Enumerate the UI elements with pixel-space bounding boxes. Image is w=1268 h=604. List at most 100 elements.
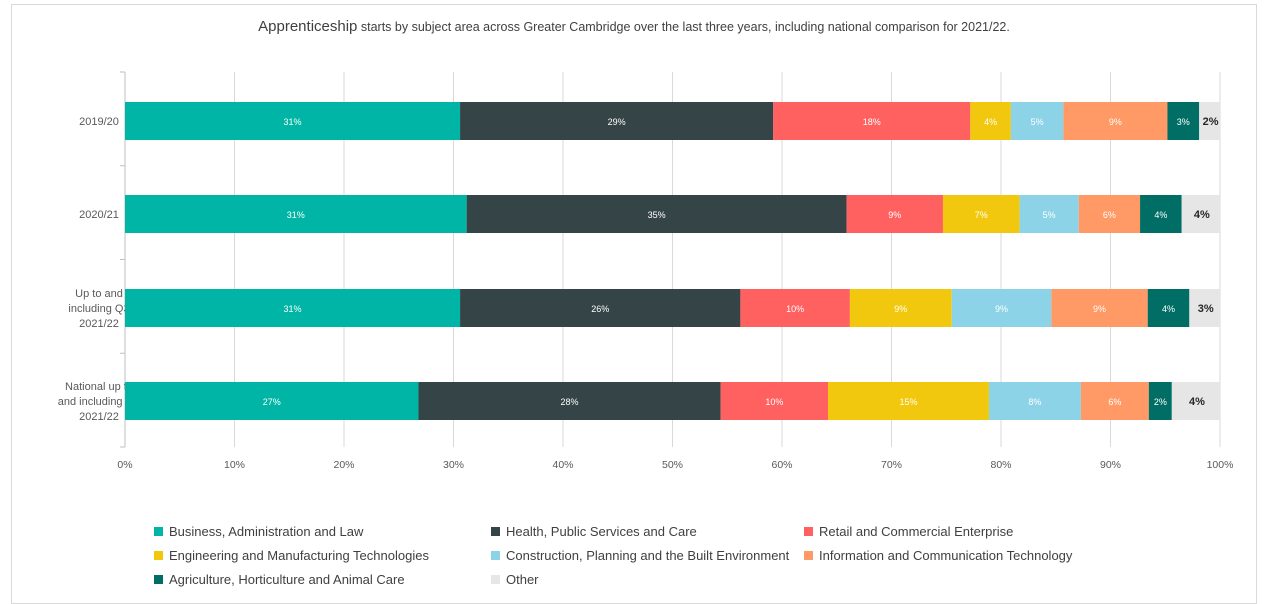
data-label: 2% (1203, 116, 1219, 128)
data-label: 2% (1154, 397, 1167, 407)
bar-segment (1147, 289, 1190, 327)
bar-segment (951, 289, 1052, 327)
legend-label: Information and Communication Technology (819, 548, 1073, 563)
data-label: 3% (1198, 303, 1214, 315)
data-label: 9% (1093, 304, 1106, 314)
x-tick-label: 30% (443, 459, 464, 471)
x-tick-label: 10% (224, 459, 245, 471)
bar-segment (1019, 195, 1079, 233)
legend-label: Health, Public Services and Care (506, 524, 697, 539)
data-label: 9% (894, 304, 907, 314)
legend-item: Health, Public Services and Care (491, 524, 697, 539)
data-label: 6% (1103, 210, 1116, 220)
bar-segment (846, 195, 943, 233)
chart-title-first-word: Apprenticeship (258, 18, 358, 35)
legend-label: Engineering and Manufacturing Technologi… (169, 548, 429, 563)
data-label: 5% (1031, 117, 1044, 127)
data-label: 3% (1177, 117, 1190, 127)
bar-segment (1080, 382, 1149, 420)
legend-item: Other (491, 572, 539, 587)
bar-segment (988, 382, 1081, 420)
bar-segment (1063, 102, 1168, 140)
bar-segment (970, 102, 1011, 140)
legend-label: Agriculture, Horticulture and Animal Car… (169, 572, 405, 587)
bar-segment (1078, 195, 1141, 233)
bar-segment (849, 289, 952, 327)
data-label: 18% (863, 117, 881, 127)
legend-swatch (804, 551, 813, 560)
bar-segment (1171, 382, 1220, 420)
data-label: 4% (1194, 209, 1210, 221)
legend-swatch (491, 575, 500, 584)
x-tick-label: 70% (881, 459, 902, 471)
bar-segment (1051, 289, 1148, 327)
x-tick-label: 20% (333, 459, 354, 471)
x-tick-label: 100% (1207, 459, 1234, 471)
x-tick-label: 80% (990, 459, 1011, 471)
bar-segment (740, 289, 850, 327)
x-tick-label: 0% (117, 459, 132, 471)
chart-title: Apprenticeship starts by subject area ac… (0, 18, 1268, 35)
category-label: 2019/20 (79, 116, 119, 128)
data-label: 9% (1109, 117, 1122, 127)
x-tick-label: 40% (552, 459, 573, 471)
x-tick-label: 50% (662, 459, 683, 471)
legend-swatch (491, 551, 500, 560)
bar-segment (942, 195, 1020, 233)
data-label: 26% (591, 304, 609, 314)
legend-item: Information and Communication Technology (804, 548, 1072, 563)
data-label: 10% (765, 397, 783, 407)
bar-segment (125, 289, 461, 327)
bar-segment (1140, 195, 1182, 233)
data-label: 5% (1043, 210, 1056, 220)
data-label: 31% (284, 304, 302, 314)
legend-label: Other (506, 572, 539, 587)
data-label: 31% (287, 210, 305, 220)
legend-item: Agriculture, Horticulture and Animal Car… (154, 572, 405, 587)
data-label: 15% (899, 397, 917, 407)
bar-segment (460, 102, 774, 140)
data-label: 28% (561, 397, 579, 407)
bar-segment (1181, 195, 1220, 233)
bar-segment (720, 382, 828, 420)
category-label: Up to and including Q3 2021/22 (68, 288, 129, 330)
legend-swatch (154, 575, 163, 584)
category-label: 2020/21 (79, 209, 119, 221)
legend-item: Retail and Commercial Enterprise (804, 524, 1013, 539)
bar-segment (466, 195, 847, 233)
data-label: 10% (786, 304, 804, 314)
legend-swatch (491, 527, 500, 536)
data-label: 29% (608, 117, 626, 127)
bar-segment (460, 289, 741, 327)
data-label: 7% (975, 210, 988, 220)
legend-label: Construction, Planning and the Built Env… (506, 548, 790, 563)
bar-segment (125, 382, 419, 420)
bar-segment (1199, 102, 1220, 140)
data-label: 4% (1162, 304, 1175, 314)
legend-swatch (804, 527, 813, 536)
data-label: 9% (995, 304, 1008, 314)
legend-swatch (154, 551, 163, 560)
x-tick-label: 60% (771, 459, 792, 471)
data-label: 8% (1028, 397, 1041, 407)
data-label: 6% (1108, 397, 1121, 407)
data-label: 35% (648, 210, 666, 220)
x-tick-label: 90% (1100, 459, 1121, 471)
category-label: National up to and including Q3 2021/22 (58, 381, 141, 423)
data-label: 9% (888, 210, 901, 220)
legend-label: Retail and Commercial Enterprise (819, 524, 1014, 539)
bar-segment (827, 382, 989, 420)
legend-item: Business, Administration and Law (154, 524, 363, 539)
legend-item: Construction, Planning and the Built Env… (491, 548, 789, 563)
data-label: 4% (984, 117, 997, 127)
bar-segment (1189, 289, 1220, 327)
bar-segment (125, 102, 461, 140)
data-label: 4% (1189, 396, 1205, 408)
bar-segment (125, 195, 467, 233)
data-label: 4% (1154, 210, 1167, 220)
legend-swatch (154, 527, 163, 536)
bar-segment (1010, 102, 1064, 140)
legend-item: Engineering and Manufacturing Technologi… (154, 548, 429, 563)
data-label: 27% (263, 397, 281, 407)
